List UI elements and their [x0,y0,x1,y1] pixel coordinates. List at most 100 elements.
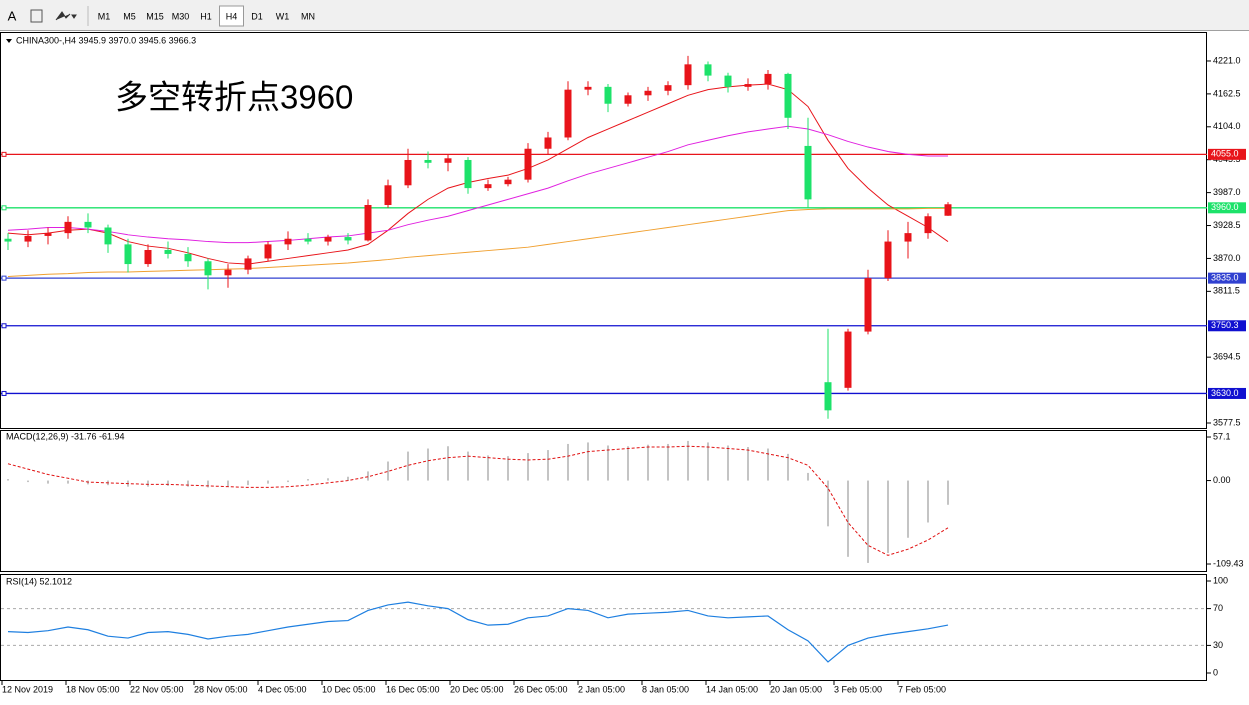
y-tick-label: 100 [1213,575,1228,585]
candle-body [424,159,432,163]
candle-body [764,73,772,85]
level-handle [1,323,7,329]
y-tick-label: 3577.5 [1213,417,1241,427]
candle-body [304,238,312,242]
candle-body [144,249,152,265]
macd-signal [7,445,949,556]
candle-body [624,95,632,104]
rsi-header: RSI(14) 52.1012 [6,576,72,586]
y-tick-label: 3987.0 [1213,187,1241,197]
level-tag [1208,272,1246,284]
candle-body [824,382,832,411]
moving-average [7,207,948,277]
candle-body [364,204,372,241]
moving-average [7,125,948,244]
x-tick-label: 20 Jan 05:00 [770,684,822,694]
y-tick-label: -109.43 [1213,558,1244,568]
candle-body [444,158,452,163]
level-tag [1208,320,1246,332]
x-tick-label: 20 Dec 05:00 [450,684,504,694]
candle-body [64,221,72,234]
candle-body [684,64,692,86]
candle-body [544,137,552,149]
candle-body [584,86,592,90]
y-tick-label: 3870.0 [1213,253,1241,263]
x-tick-label: 22 Nov 05:00 [130,684,184,694]
x-tick-label: 3 Feb 05:00 [834,684,882,694]
candle-body [404,159,412,186]
level-label: 3750.3 [1211,320,1239,330]
level-handle [1,390,7,396]
timeframe-button[interactable]: M5 [123,11,136,21]
candle-body [724,75,732,87]
x-tick-label: 14 Jan 05:00 [706,684,758,694]
level-tag [1208,387,1246,399]
candle-body [84,221,92,228]
candle-body [464,159,472,189]
x-tick-label: 18 Nov 05:00 [66,684,120,694]
chart-header: CHINA300-,H4 3945.9 3970.0 3945.6 3966.3 [16,35,196,45]
candle-body [844,331,852,388]
candle-body [184,253,192,262]
level-label: 3835.0 [1211,273,1239,283]
level-tag [1208,202,1246,214]
y-tick-label: 3694.5 [1213,352,1241,362]
x-tick-label: 4 Dec 05:00 [258,684,307,694]
font-button[interactable]: A [8,8,17,23]
x-tick-label: 10 Dec 05:00 [322,684,376,694]
y-tick-label: 30 [1213,640,1223,650]
level-label: 3630.0 [1211,388,1239,398]
active-timeframe [219,5,244,27]
level-label: 3960.0 [1211,202,1239,212]
timeframe-button[interactable]: M15 [146,11,164,21]
candle-body [944,204,952,216]
timeframe-button[interactable]: MN [301,11,315,21]
candle-body [664,85,672,91]
text-tool[interactable] [30,9,43,23]
timeframe-button[interactable]: M1 [98,11,111,21]
candle-body [904,233,912,242]
timeframe-button[interactable]: M30 [172,11,190,21]
annotation: 多空转折点3960 [115,79,353,116]
timeframe-button[interactable]: H4 [226,11,238,21]
y-tick-label: 57.1 [1213,431,1231,441]
candle-body [604,86,612,104]
candle-body [264,244,272,259]
candle-body [324,237,332,242]
level-handle [1,275,7,281]
candle-body [504,179,512,185]
candle-body [24,235,32,242]
objects-tool[interactable] [55,11,77,21]
candle-body [124,244,132,265]
candle-body [744,84,752,87]
timeframe-button[interactable]: W1 [276,11,290,21]
x-tick-label: 2 Jan 05:00 [578,684,625,694]
level-handle [1,205,7,211]
candle-body [804,145,812,200]
x-tick-label: 26 Dec 05:00 [514,684,568,694]
y-tick-label: 0.00 [1213,475,1231,485]
candle-body [864,278,872,332]
x-tick-label: 28 Nov 05:00 [194,684,248,694]
candle-body [44,233,52,236]
x-tick-label: 16 Dec 05:00 [386,684,440,694]
candle-body [284,238,292,245]
candle-body [244,258,252,270]
candle-body [524,148,532,180]
macd-header: MACD(12,26,9) -31.76 -61.94 [6,431,125,441]
collapse-arrow[interactable] [6,39,12,43]
level-label: 4055.0 [1211,149,1239,159]
timeframe-button[interactable]: H1 [200,11,212,21]
candle-body [884,241,892,279]
y-tick-label: 4221.0 [1213,55,1241,65]
timeframe-button[interactable]: D1 [251,11,263,21]
level-tag [1208,148,1246,160]
candle-body [344,237,352,241]
candle-body [924,216,932,234]
candle-body [224,269,232,276]
y-tick-label: 3811.5 [1213,286,1240,296]
candle-body [784,73,792,118]
x-tick-label: 12 Nov 2019 [2,684,53,694]
